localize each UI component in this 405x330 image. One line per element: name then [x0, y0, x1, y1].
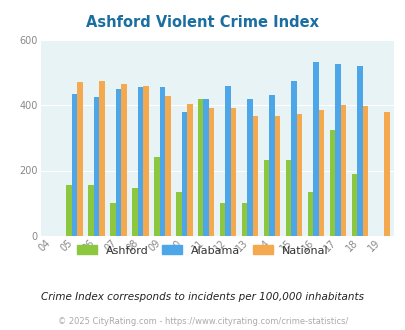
Bar — [290, 82, 296, 236]
Bar — [247, 99, 252, 236]
Bar — [110, 203, 115, 236]
Bar — [252, 115, 258, 236]
Bar — [334, 64, 340, 236]
Bar — [340, 105, 345, 236]
Legend: Ashford, Alabama, National: Ashford, Alabama, National — [72, 241, 333, 260]
Bar — [165, 96, 170, 236]
Bar — [285, 160, 290, 236]
Bar — [77, 82, 83, 236]
Bar — [230, 108, 236, 236]
Bar — [318, 110, 323, 236]
Bar — [143, 86, 148, 236]
Bar — [121, 84, 126, 236]
Bar — [356, 66, 362, 236]
Bar — [362, 106, 367, 236]
Bar — [203, 98, 209, 236]
Bar — [263, 160, 269, 236]
Bar — [274, 116, 279, 236]
Text: Crime Index corresponds to incidents per 100,000 inhabitants: Crime Index corresponds to incidents per… — [41, 292, 364, 302]
Bar — [296, 114, 301, 236]
Bar — [225, 86, 230, 236]
Bar — [94, 97, 99, 236]
Bar — [154, 157, 159, 236]
Bar — [220, 203, 225, 236]
Bar — [307, 192, 312, 236]
Bar — [181, 112, 187, 236]
Bar — [351, 174, 356, 236]
Bar — [66, 185, 72, 236]
Bar — [132, 187, 137, 236]
Bar — [241, 203, 247, 236]
Bar — [72, 94, 77, 236]
Bar — [198, 98, 203, 236]
Bar — [88, 185, 94, 236]
Bar — [269, 95, 274, 236]
Bar — [176, 192, 181, 236]
Bar — [99, 82, 104, 236]
Text: © 2025 CityRating.com - https://www.cityrating.com/crime-statistics/: © 2025 CityRating.com - https://www.city… — [58, 317, 347, 326]
Bar — [137, 87, 143, 236]
Bar — [115, 89, 121, 236]
Bar — [329, 130, 334, 236]
Bar — [159, 87, 165, 236]
Bar — [187, 104, 192, 236]
Bar — [209, 108, 214, 236]
Text: Ashford Violent Crime Index: Ashford Violent Crime Index — [86, 15, 319, 30]
Bar — [312, 61, 318, 236]
Bar — [384, 112, 389, 236]
